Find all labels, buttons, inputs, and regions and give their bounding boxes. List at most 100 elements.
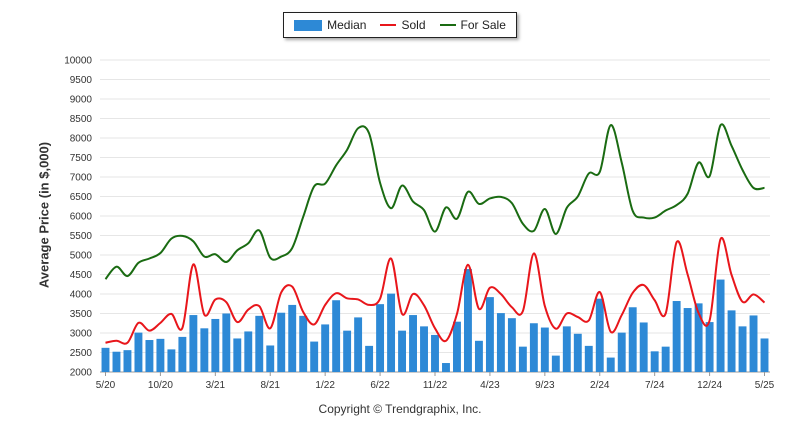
x-tick-label: 11/22	[423, 380, 448, 391]
legend-label-sold: Sold	[401, 18, 426, 32]
median-bar	[496, 313, 505, 372]
x-tick-labels: 5/20 10/20 3/21 8/21 1/22 6/22 11/22 4/23 9/23 2/…	[96, 372, 775, 391]
median-bar	[529, 323, 538, 372]
median-bar	[354, 317, 363, 372]
median-bar	[112, 351, 121, 372]
y-tick-label: 8000	[70, 134, 93, 145]
median-bar	[705, 322, 714, 372]
y-tick-label: 2000	[70, 368, 93, 379]
median-bar	[101, 347, 110, 372]
x-tick-label: 12/24	[697, 380, 722, 391]
median-bar	[760, 338, 769, 372]
median-bar	[595, 298, 604, 372]
median-bar	[485, 297, 494, 372]
y-tick-label: 4500	[70, 270, 93, 281]
x-tick-label: 6/22	[370, 380, 390, 391]
median-bar	[463, 269, 472, 372]
median-bar	[123, 350, 132, 372]
median-bar	[343, 330, 352, 372]
median-bar	[749, 315, 758, 372]
forsale-swatch	[439, 24, 456, 26]
x-tick-label: 8/21	[261, 380, 281, 391]
median-bar	[365, 345, 374, 372]
median-bar	[617, 332, 626, 372]
median-bar	[551, 355, 560, 372]
median-bar	[189, 315, 198, 372]
median-bar	[178, 336, 187, 372]
y-tick-label: 9000	[70, 95, 93, 106]
x-tick-label: 10/20	[148, 380, 173, 391]
y-tick-label: 10000	[64, 56, 92, 67]
y-axis-label: Average Price (in $,000)	[36, 141, 52, 289]
legend-label-forsale: For Sale	[460, 18, 506, 32]
y-tick-label: 7000	[70, 173, 93, 184]
y-tick-label: 6500	[70, 192, 93, 203]
median-bar	[332, 300, 341, 372]
median-bar	[442, 363, 450, 372]
median-bar	[431, 334, 439, 372]
y-tick-label: 8500	[70, 114, 93, 125]
median-bar	[145, 340, 154, 372]
median-bar	[453, 321, 461, 372]
legend: Median Sold For Sale	[283, 12, 517, 38]
median-bar	[573, 333, 582, 372]
legend-item-sold[interactable]: Sold	[380, 18, 426, 32]
median-bar	[716, 279, 725, 372]
y-tick-label: 4000	[70, 290, 93, 301]
x-tick-label: 5/20	[96, 380, 116, 391]
median-bar	[398, 330, 407, 372]
y-tick-label: 3500	[70, 309, 93, 320]
median-bars	[101, 269, 769, 372]
median-bar	[299, 315, 308, 372]
median-bar	[639, 322, 648, 372]
median-bar	[376, 304, 385, 372]
median-bar	[167, 349, 176, 372]
x-tick-label: 7/24	[645, 380, 665, 391]
median-bar	[650, 351, 659, 372]
median-bar	[222, 313, 231, 372]
median-bar	[738, 326, 747, 372]
y-tick-label: 5000	[70, 251, 93, 262]
x-tick-label: 3/21	[206, 380, 226, 391]
median-bar	[518, 346, 527, 372]
x-tick-label: 1/22	[315, 380, 335, 391]
y-tick-labels: 2000 2500 3000 3500 4000 4500 5000 5500 6000 6500…	[64, 56, 92, 379]
y-tick-label: 7500	[70, 153, 93, 164]
median-bar	[562, 326, 571, 372]
x-tick-label: 2/24	[590, 380, 610, 391]
series-lines	[104, 123, 766, 345]
median-swatch	[294, 19, 323, 31]
median-bar	[134, 332, 143, 372]
y-tick-label: 3000	[70, 329, 93, 340]
median-bar	[474, 340, 483, 372]
forsale-line	[104, 123, 765, 280]
median-bar	[661, 346, 670, 372]
median-bar	[310, 341, 319, 372]
sold-swatch	[380, 24, 397, 26]
median-bar	[277, 312, 286, 372]
median-bar	[540, 327, 549, 372]
median-bar	[266, 345, 275, 372]
median-bar	[683, 308, 692, 372]
legend-item-forsale[interactable]: For Sale	[439, 18, 506, 32]
median-bar	[672, 301, 681, 372]
median-bar	[156, 338, 165, 372]
median-bar	[606, 357, 615, 372]
x-tick-label: 4/23	[480, 380, 500, 391]
median-bar	[255, 315, 264, 372]
legend-label-median: Median	[327, 18, 367, 32]
median-bar	[507, 318, 516, 372]
x-tick-label: 5/25	[755, 380, 775, 391]
median-bar	[694, 303, 703, 372]
y-tick-label: 5500	[70, 231, 93, 242]
y-tick-label: 9500	[70, 75, 93, 86]
median-bar	[288, 304, 297, 372]
y-tick-label: 6000	[70, 212, 93, 223]
gridlines	[100, 59, 770, 373]
median-bar	[200, 328, 209, 372]
median-bar	[233, 338, 242, 372]
median-bar	[628, 307, 637, 372]
legend-item-median[interactable]: Median	[294, 18, 366, 32]
median-bar	[244, 331, 253, 372]
